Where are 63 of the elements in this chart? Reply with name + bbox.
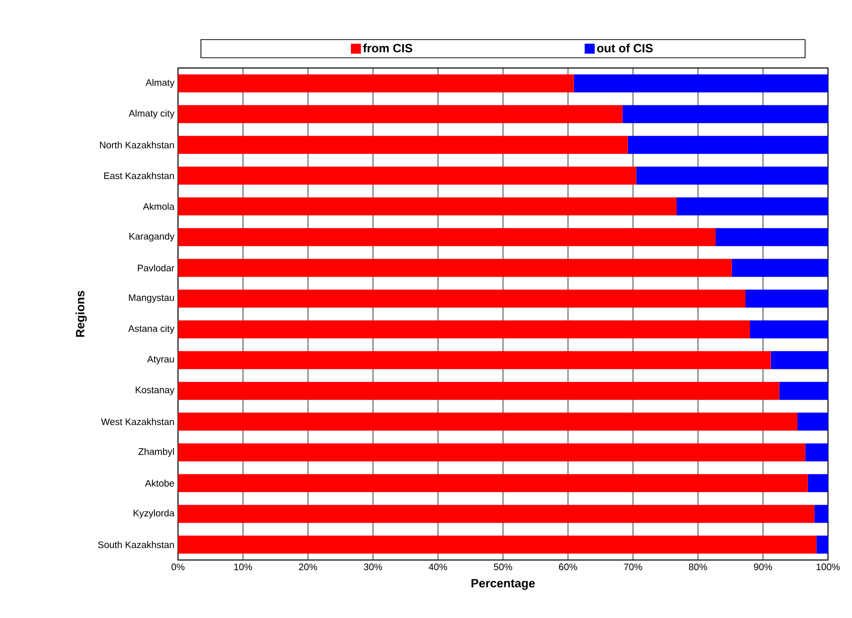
x-tick-label: 0% — [172, 564, 184, 570]
bar — [178, 474, 808, 492]
bar — [178, 351, 771, 370]
bar — [178, 443, 806, 462]
y-tick-label: Pavlodar — [138, 264, 174, 272]
bar — [178, 136, 628, 154]
y-axis-title: Regions — [76, 290, 87, 337]
bar — [178, 382, 780, 400]
y-tick-label: Karagandy — [129, 232, 174, 242]
y-tick-label: West Kazakhstan — [101, 418, 174, 426]
bar — [750, 320, 828, 338]
x-tick-label: 90% — [754, 564, 772, 570]
bar — [178, 536, 816, 554]
y-tick-label: Aktobe — [145, 480, 174, 487]
bar — [178, 105, 623, 124]
x-tick-label: 40% — [428, 564, 448, 570]
bar — [716, 228, 828, 246]
legend-label: out of CIS — [597, 44, 653, 52]
bar — [745, 290, 828, 308]
bar — [797, 412, 828, 431]
x-tick-label: 30% — [364, 564, 382, 570]
bar — [779, 382, 828, 400]
bar — [805, 443, 828, 462]
y-tick-label: Atyrau — [147, 356, 174, 364]
bar — [676, 197, 828, 216]
bar — [636, 166, 828, 185]
bar — [178, 290, 746, 308]
bar — [622, 105, 828, 124]
y-tick-label: Almaty city — [128, 110, 174, 119]
x-tick-label: 100% — [816, 564, 840, 570]
bar — [178, 320, 750, 338]
bar — [178, 258, 732, 277]
bar — [178, 74, 574, 92]
bar — [628, 136, 828, 154]
bar — [770, 351, 828, 370]
bar — [178, 412, 798, 431]
bar — [178, 504, 814, 523]
bar — [814, 504, 828, 523]
x-tick-label: 60% — [559, 564, 578, 570]
y-tick-label: Zhambyl — [138, 448, 174, 457]
x-tick-label: 50% — [494, 564, 512, 570]
y-tick-label: North Kazakhstan — [100, 141, 174, 148]
y-tick-label: East Kazakhstan — [104, 172, 174, 180]
x-tick-label: 10% — [234, 564, 252, 570]
bar — [574, 74, 828, 92]
x-tick-label: 70% — [624, 564, 642, 570]
y-tick-label: Astana city — [128, 324, 174, 334]
bar — [178, 166, 636, 185]
legend-label: from CIS — [363, 44, 412, 52]
y-tick-label: South Kazakhstan — [98, 541, 174, 548]
y-tick-label: Akmola — [142, 202, 174, 210]
x-tick-label: 80% — [688, 564, 708, 570]
y-tick-label: Mangystau — [128, 294, 174, 303]
bar — [816, 536, 828, 554]
y-tick-label: Kostanay — [136, 386, 174, 396]
x-axis-title: Percentage — [472, 579, 535, 590]
bar — [178, 228, 716, 246]
bar — [178, 197, 677, 216]
x-tick-label: 20% — [299, 564, 318, 570]
bar — [732, 258, 828, 277]
y-tick-label: Almaty — [146, 78, 174, 88]
bar — [808, 474, 828, 492]
y-tick-label: Kyzylorda — [134, 509, 174, 518]
